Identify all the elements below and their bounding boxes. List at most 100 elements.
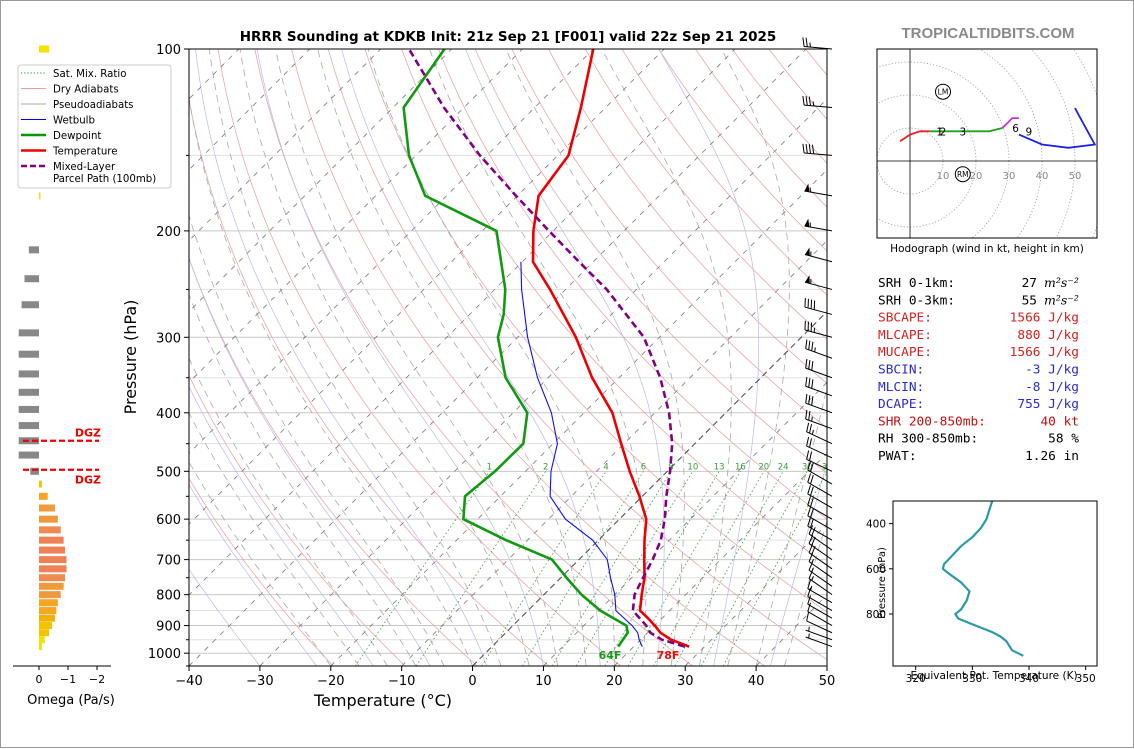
omega-bar xyxy=(39,493,48,500)
moist-adiabat-guide xyxy=(196,49,487,666)
legend-label: Wetbulb xyxy=(53,116,95,127)
wind-barb xyxy=(803,96,832,108)
omega-bar xyxy=(39,629,49,636)
wind-barb xyxy=(807,423,832,444)
index-row: MUCAPE:1566 J/kg xyxy=(878,345,1079,360)
index-label: MLCIN: xyxy=(878,380,924,395)
index-value: 27 xyxy=(1022,276,1037,291)
barb-staff xyxy=(807,621,832,633)
index-label: DCAPE: xyxy=(878,397,924,412)
skewt-profiles xyxy=(404,49,689,647)
omega-tick-label: −2 xyxy=(89,673,105,686)
wind-barb xyxy=(806,340,832,359)
index-value: 55 xyxy=(1022,293,1037,308)
omega-bar xyxy=(19,351,39,358)
mixing-ratio-label: 24 xyxy=(778,462,789,472)
mixing-ratio-line xyxy=(482,471,606,666)
barb-staff xyxy=(806,349,832,359)
index-value: 880 J/kg xyxy=(1017,328,1079,343)
mixing-ratio-label: 20 xyxy=(758,462,769,472)
omega-bar xyxy=(19,452,39,459)
barb-full xyxy=(811,475,814,484)
x-axis-label: Temperature (°C) xyxy=(313,691,452,710)
hodograph-ring-label: 30 xyxy=(1003,171,1016,182)
index-label: SRH 0-1km: xyxy=(878,276,955,291)
x-tick-label: −40 xyxy=(175,674,202,689)
index-value: 1566 J/kg xyxy=(1010,345,1079,360)
index-label: SRH 0-3km: xyxy=(878,293,955,308)
omega-bar xyxy=(39,516,58,523)
index-label: PWAT: xyxy=(878,449,917,464)
mixing-ratio-line xyxy=(552,471,671,666)
index-value: 755 J/kg xyxy=(1017,397,1079,412)
isotherm-line xyxy=(189,49,806,666)
mixing-ratio-label: 6 xyxy=(641,462,646,472)
legend-label: Parcel Path (100mb) xyxy=(53,174,156,185)
y-tick-label: 900 xyxy=(156,620,181,635)
hodograph-caption: Hodograph (wind in kt, height in km) xyxy=(890,243,1084,255)
y-tick-label: 1000 xyxy=(148,647,181,662)
barb-full xyxy=(808,496,811,505)
theta-e-plot xyxy=(943,501,1023,656)
mixing-ratio-label: 16 xyxy=(735,462,746,472)
index-value: -8 J/kg xyxy=(1025,380,1079,395)
hodograph-segment xyxy=(900,131,930,141)
watermark: TROPICALTIDBITS.COM xyxy=(901,25,1074,42)
index-label: SBCIN: xyxy=(878,363,924,378)
index-label: RH 300-850mb: xyxy=(878,432,978,447)
omega-bar xyxy=(29,246,39,253)
omega-bar xyxy=(39,591,61,598)
wind-barb xyxy=(809,562,832,587)
barb-full xyxy=(812,342,813,351)
omega-bar xyxy=(19,422,39,429)
theta-e-x-tick-label: 350 xyxy=(1076,673,1096,685)
y-tick-label: 700 xyxy=(156,554,181,569)
pseudoadiabat xyxy=(368,49,614,666)
index-label: SBCAPE: xyxy=(878,311,932,326)
omega-bar xyxy=(25,275,40,282)
omega-bar xyxy=(39,481,42,488)
y-tick-label: 100 xyxy=(156,43,181,58)
barb-full xyxy=(808,507,811,516)
pseudoadiabat xyxy=(183,49,473,666)
legend-label: Mixed-Layer xyxy=(53,162,116,173)
barb-full xyxy=(812,379,813,388)
barb-staff xyxy=(805,307,832,314)
dry-adiabat xyxy=(145,49,478,666)
index-row: DCAPE: 755 J/kg xyxy=(878,397,1079,412)
theta-e-line xyxy=(943,501,1023,656)
barb-full xyxy=(803,96,804,105)
barb-full xyxy=(809,360,810,369)
y-tick-label: 500 xyxy=(156,465,181,480)
index-row: SBCAPE:1566 J/kg xyxy=(878,311,1079,326)
barb-full xyxy=(807,437,809,446)
wind-barb xyxy=(804,219,832,231)
omega-bar xyxy=(39,615,55,622)
mixing-ratio-line xyxy=(723,471,827,666)
omega-bar xyxy=(39,565,67,572)
barb-half xyxy=(809,627,810,632)
omega-tick-label: −1 xyxy=(60,673,76,686)
dewpoint-line xyxy=(404,49,628,647)
theta-e-y-tick-label: 400 xyxy=(866,519,886,531)
omega-bar xyxy=(19,406,39,413)
pseudoadiabat xyxy=(276,49,558,666)
mixing-ratio-label: 1 xyxy=(487,462,492,472)
omega-tick-label: 0 xyxy=(36,673,43,686)
pseudoadiabat xyxy=(159,49,445,666)
chart-title: HRRR Sounding at KDKB Init: 21z Sep 21 [… xyxy=(240,29,777,45)
index-value: 58 % xyxy=(1048,432,1079,447)
y-tick-label: 600 xyxy=(156,513,181,528)
x-tick-label: 40 xyxy=(748,674,765,689)
wind-barbs xyxy=(803,37,832,646)
omega-bar xyxy=(19,329,39,336)
barb-full xyxy=(809,395,810,404)
barb-full xyxy=(806,359,807,368)
barb-full xyxy=(812,396,813,405)
barb-flag xyxy=(805,247,810,255)
barb-staff xyxy=(806,386,832,396)
